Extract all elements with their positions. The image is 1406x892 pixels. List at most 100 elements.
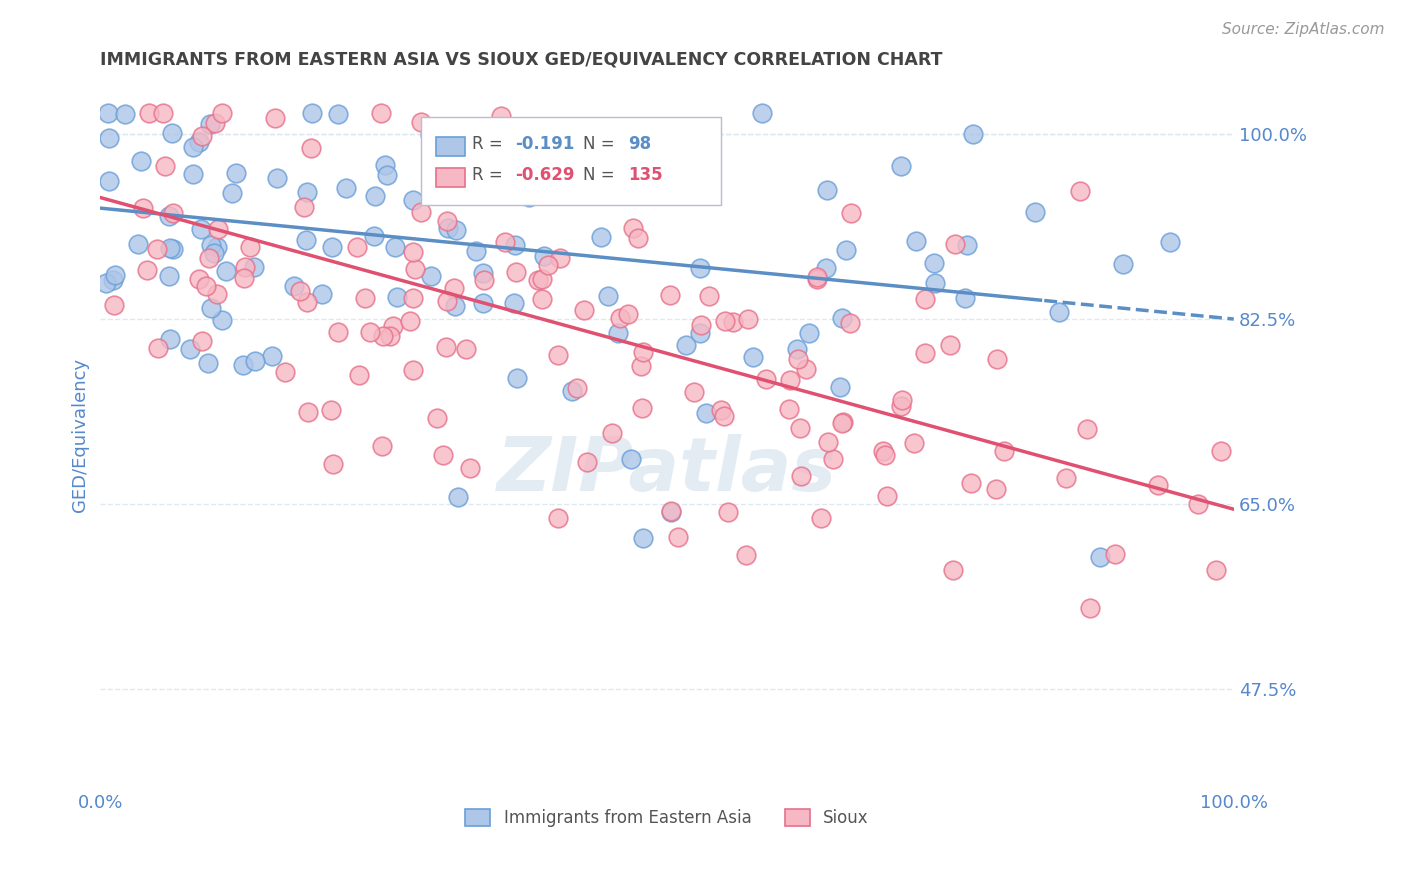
FancyBboxPatch shape bbox=[436, 137, 465, 156]
Point bbox=[346, 240, 368, 254]
Point bbox=[517, 190, 540, 204]
Point bbox=[1076, 421, 1098, 435]
Point bbox=[841, 206, 863, 220]
Point bbox=[335, 181, 357, 195]
Text: -0.629: -0.629 bbox=[515, 166, 575, 184]
Point bbox=[589, 229, 612, 244]
Point bbox=[420, 269, 443, 284]
Point bbox=[359, 325, 381, 339]
Point bbox=[631, 531, 654, 545]
Point bbox=[198, 251, 221, 265]
Point bbox=[630, 359, 652, 373]
FancyBboxPatch shape bbox=[436, 169, 465, 186]
Point bbox=[817, 435, 839, 450]
Point bbox=[204, 116, 226, 130]
Point bbox=[689, 318, 711, 332]
Point bbox=[260, 349, 283, 363]
Point bbox=[1159, 235, 1181, 250]
Point bbox=[239, 240, 262, 254]
Point bbox=[148, 342, 170, 356]
Text: N =: N = bbox=[583, 166, 614, 184]
Point bbox=[1088, 549, 1111, 564]
Point bbox=[274, 365, 297, 379]
Point bbox=[191, 334, 214, 348]
Point bbox=[675, 338, 697, 352]
Point bbox=[409, 205, 432, 219]
Point bbox=[831, 311, 853, 326]
Point bbox=[191, 128, 214, 143]
Point bbox=[661, 504, 683, 518]
Point bbox=[1187, 497, 1209, 511]
Point bbox=[157, 269, 180, 284]
Point bbox=[152, 106, 174, 120]
Point bbox=[187, 135, 209, 149]
Legend: Immigrants from Eastern Asia, Sioux: Immigrants from Eastern Asia, Sioux bbox=[458, 803, 876, 834]
Point bbox=[159, 241, 181, 255]
Point bbox=[1205, 563, 1227, 577]
Point bbox=[527, 273, 550, 287]
Point bbox=[200, 237, 222, 252]
Point bbox=[402, 363, 425, 377]
Point bbox=[714, 314, 737, 328]
Point bbox=[1069, 185, 1091, 199]
Point bbox=[97, 131, 120, 145]
Point bbox=[371, 439, 394, 453]
Point bbox=[200, 301, 222, 315]
Point bbox=[138, 106, 160, 120]
Point bbox=[905, 234, 928, 248]
Point bbox=[938, 337, 960, 351]
Point bbox=[835, 243, 858, 257]
Point bbox=[956, 238, 979, 252]
Point bbox=[554, 171, 576, 186]
Point bbox=[924, 276, 946, 290]
Point bbox=[162, 126, 184, 140]
Point bbox=[233, 260, 256, 275]
Point bbox=[295, 185, 318, 199]
Point bbox=[364, 188, 387, 202]
Point bbox=[214, 264, 236, 278]
Point bbox=[183, 140, 205, 154]
Point bbox=[717, 505, 740, 519]
Point bbox=[198, 117, 221, 131]
Point bbox=[602, 425, 624, 440]
Point bbox=[311, 287, 333, 301]
Point bbox=[806, 270, 828, 285]
Point bbox=[536, 258, 558, 272]
Point bbox=[914, 346, 936, 360]
Point bbox=[1047, 305, 1070, 319]
Point bbox=[290, 285, 312, 299]
Point bbox=[432, 448, 454, 462]
Point bbox=[444, 299, 467, 313]
Point bbox=[924, 256, 946, 270]
Point bbox=[328, 106, 350, 120]
Point bbox=[945, 237, 967, 252]
Point bbox=[159, 332, 181, 346]
Point bbox=[232, 359, 254, 373]
Point bbox=[575, 455, 598, 469]
Text: R =: R = bbox=[472, 166, 503, 184]
Point bbox=[127, 236, 149, 251]
Point bbox=[735, 548, 758, 562]
Point bbox=[810, 511, 832, 525]
Point bbox=[97, 174, 120, 188]
Point bbox=[471, 296, 494, 310]
Point bbox=[322, 458, 344, 472]
Point bbox=[437, 220, 460, 235]
Point bbox=[207, 286, 229, 301]
Point bbox=[292, 201, 315, 215]
Point bbox=[197, 356, 219, 370]
Point bbox=[815, 183, 838, 197]
Point bbox=[806, 272, 828, 286]
Point bbox=[506, 370, 529, 384]
Point bbox=[370, 106, 392, 120]
Point bbox=[295, 233, 318, 247]
Point bbox=[561, 384, 583, 398]
Point bbox=[659, 288, 682, 302]
Point bbox=[620, 451, 643, 466]
Point bbox=[503, 295, 526, 310]
Point bbox=[531, 271, 554, 285]
Point bbox=[399, 314, 422, 328]
Point bbox=[264, 111, 287, 125]
Point bbox=[375, 168, 398, 182]
Text: IMMIGRANTS FROM EASTERN ASIA VS SIOUX GED/EQUIVALENCY CORRELATION CHART: IMMIGRANTS FROM EASTERN ASIA VS SIOUX GE… bbox=[100, 51, 943, 69]
